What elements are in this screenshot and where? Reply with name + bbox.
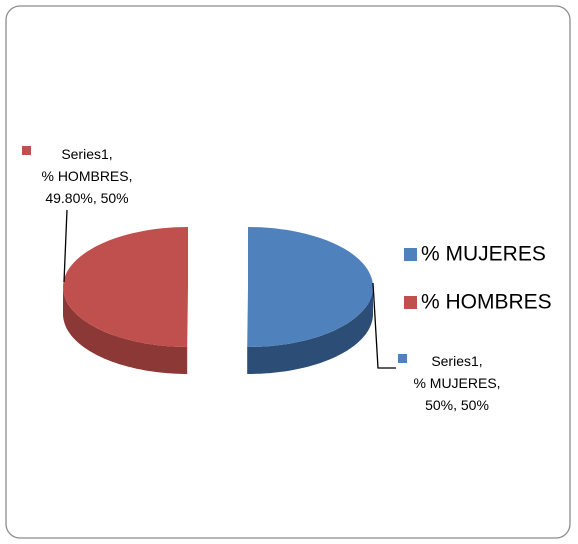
data-label-key [22, 146, 31, 155]
pie-slice [247, 227, 373, 347]
legend-label: % HOMBRES [421, 291, 552, 314]
data-label-category: % MUJERES [413, 375, 496, 391]
data-label-series: Series1 [431, 353, 479, 369]
legend-swatch [404, 248, 417, 261]
legend-swatch [404, 296, 417, 309]
data-label-percent: 50% [461, 397, 489, 413]
leader-line [372, 282, 396, 369]
data-label-series: Series1 [61, 146, 109, 162]
data-label-category: % HOMBRES [41, 168, 128, 184]
data-label: Series1, [431, 353, 482, 369]
data-label: 50%, 50% [425, 397, 489, 413]
data-label-key [398, 354, 407, 363]
pie-slice-side [247, 287, 373, 374]
data-label-percent: 50% [101, 190, 129, 206]
data-label-value: 50% [425, 397, 453, 413]
legend-label: % MUJERES [421, 243, 546, 266]
data-label: % HOMBRES, [41, 168, 132, 184]
data-label: 49.80%, 50% [45, 190, 128, 206]
leader-line [63, 209, 68, 283]
data-label-value: 49.80% [45, 190, 92, 206]
data-label: % MUJERES, [413, 375, 500, 391]
pie-slice [63, 227, 188, 347]
data-label: Series1, [61, 146, 112, 162]
pie-slice-side [63, 287, 188, 374]
